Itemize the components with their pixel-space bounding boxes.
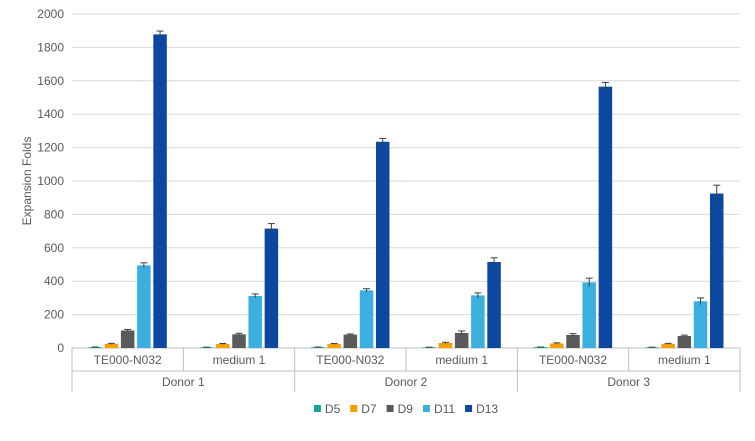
legend-label: D13 xyxy=(476,402,498,416)
legend-label: D5 xyxy=(325,402,341,416)
bar-d5-3 xyxy=(422,347,437,348)
error-bars xyxy=(91,30,721,348)
category-label: medium 1 xyxy=(435,353,488,367)
legend-swatch xyxy=(313,405,321,412)
bar-d9-5 xyxy=(677,335,692,348)
group-label: Donor 2 xyxy=(385,375,428,389)
y-tick-label: 2000 xyxy=(37,7,64,21)
y-tick-label: 1200 xyxy=(37,141,64,155)
y-tick-label: 200 xyxy=(44,308,64,322)
legend-label: D7 xyxy=(361,402,377,416)
bar-d5-4 xyxy=(533,347,548,348)
bar-d7-3 xyxy=(438,342,453,348)
group-label: Donor 1 xyxy=(162,375,205,389)
bar-d13-1 xyxy=(264,228,279,348)
legend: D5 D7 D9 D11 D13 xyxy=(313,402,498,416)
y-axis-title: Expansion Folds xyxy=(20,137,34,226)
gridlines xyxy=(72,13,740,349)
category-label: TE000-N032 xyxy=(316,353,384,367)
y-tick-label: 600 xyxy=(44,241,64,255)
bar-d11-5 xyxy=(693,301,708,348)
bar-d11-1 xyxy=(248,295,262,348)
bar-d5-5 xyxy=(645,347,659,348)
y-tick-label: 0 xyxy=(57,341,64,355)
bar-d13-0 xyxy=(153,34,167,349)
legend-item-d7: D7 xyxy=(350,402,377,416)
bar-d5-0 xyxy=(88,347,103,348)
bar-d11-4 xyxy=(582,282,596,348)
legend-swatch xyxy=(350,405,358,412)
category-label: TE000-N032 xyxy=(539,353,607,367)
category-label: medium 1 xyxy=(658,353,711,367)
legend-swatch xyxy=(422,405,430,412)
category-label: medium 1 xyxy=(213,353,266,367)
category-label: TE000-N032 xyxy=(94,353,162,367)
legend-item-d13: D13 xyxy=(465,402,498,416)
bar-d9-1 xyxy=(232,334,246,348)
y-tick-label: 1000 xyxy=(37,174,64,188)
bar-d13-4 xyxy=(598,86,613,349)
bar-d7-5 xyxy=(661,343,675,348)
y-tick-label: 800 xyxy=(44,207,64,221)
bar-d7-1 xyxy=(216,343,230,348)
bar-d7-4 xyxy=(550,343,564,348)
legend-swatch xyxy=(386,405,394,412)
bar-d13-3 xyxy=(487,261,501,348)
group-label: Donor 3 xyxy=(607,375,650,389)
bar-d7-2 xyxy=(327,343,341,348)
legend-label: D9 xyxy=(398,402,414,416)
legend-item-d11: D11 xyxy=(422,402,455,416)
bar-d7-0 xyxy=(104,343,119,348)
bars xyxy=(88,34,724,349)
bar-d9-4 xyxy=(566,334,580,348)
axes xyxy=(71,347,741,392)
y-tick-label: 1600 xyxy=(37,74,64,88)
bar-d11-2 xyxy=(359,290,374,348)
y-tick-label: 1800 xyxy=(37,40,64,54)
legend-item-d9: D9 xyxy=(386,402,414,416)
bar-d11-0 xyxy=(137,265,151,348)
y-tick-label: 400 xyxy=(44,274,64,288)
legend-label: D11 xyxy=(434,402,455,416)
bar-d13-2 xyxy=(375,141,390,348)
bar-d13-5 xyxy=(709,193,724,348)
bar-d9-2 xyxy=(343,334,358,348)
bar-d9-0 xyxy=(120,330,135,348)
bar-d5-1 xyxy=(199,347,214,348)
axis-labels: 0 200 400 600 800 1000 1200 1400 1600 1800 2000 Exp… xyxy=(20,7,711,389)
legend-swatch xyxy=(465,405,473,412)
bar-d9-3 xyxy=(454,332,469,348)
bar-d11-3 xyxy=(471,295,485,348)
y-tick-label: 1400 xyxy=(37,107,64,121)
legend-item-d5: D5 xyxy=(313,402,341,416)
bar-d5-2 xyxy=(311,347,325,348)
